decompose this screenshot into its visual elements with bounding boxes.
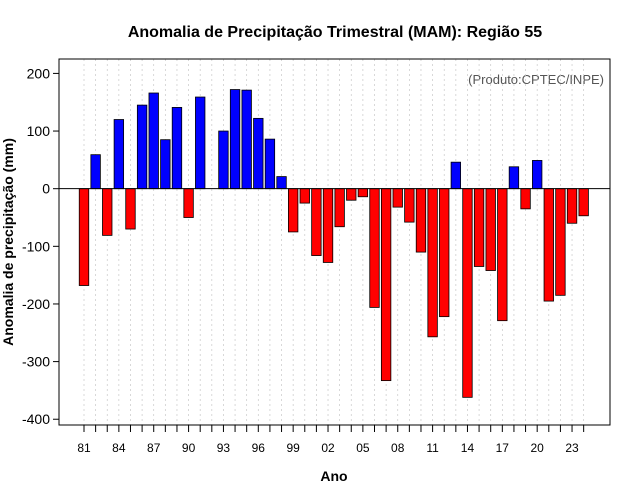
x-tick-label: 11 [426,441,439,455]
bar-1984 [113,119,125,190]
bar-2019 [520,188,531,210]
bar-2018 [508,166,520,190]
x-tick-label: 84 [112,441,126,455]
x-tick-label: 93 [217,441,231,455]
y-tick-label: 100 [27,123,51,139]
bar-2005 [357,188,369,198]
bar-2002 [322,188,334,263]
bar-2020 [532,160,543,190]
bar-2021 [543,188,554,302]
x-tick-label: 81 [77,441,91,455]
bar-2016 [485,188,496,271]
bar-1981 [78,188,90,286]
y-tick-label: -300 [22,354,50,370]
bar-2024 [578,188,589,217]
bar-layer [78,89,589,398]
bar-1990 [183,188,194,218]
bar-1989 [171,107,183,190]
x-tick-label: 14 [461,441,475,455]
y-axis: 200 100 0 -100 -200 -300 -400 [22,65,59,427]
y-tick-label: -100 [22,238,50,254]
bar-1987 [148,92,159,190]
bar-2013 [450,161,461,190]
bar-1994 [229,89,241,190]
bar-2010 [415,188,427,253]
bar-2014 [462,188,473,398]
bar-1985 [125,188,136,230]
bar-1999 [288,188,299,233]
x-tick-label: 99 [286,441,300,455]
bar-1995 [241,89,252,190]
bar-1982 [90,154,101,190]
x-tick-label: 02 [321,441,335,455]
bar-2015 [473,188,485,267]
x-tick-label: 08 [391,441,405,455]
y-tick-label: 0 [42,181,50,197]
bar-2001 [311,188,322,256]
x-tick-label: 87 [147,441,161,455]
bar-2006 [369,188,380,308]
x-tick-label: 96 [252,441,266,455]
bar-1996 [253,117,264,190]
bar-2003 [334,188,345,228]
bar-1993 [218,130,229,190]
y-axis-title: Anomalia de precipitação (mm) [0,138,16,346]
x-axis: 81 84 87 90 93 96 99 02 05 08 11 14 17 20 23 [77,425,585,455]
bar-1986 [136,104,148,190]
x-tick-label: 23 [565,441,579,455]
bar-1998 [276,176,287,190]
bar-2012 [439,188,450,318]
x-axis-title: Ano [320,468,347,484]
bar-2000 [299,188,310,204]
bar-2023 [566,188,578,224]
chart-title: Anomalia de Precipitação Trimestral (MAM… [128,24,542,41]
bar-2011 [427,188,438,338]
grid-layer [83,59,585,425]
bar-2017 [497,188,508,322]
bar-2004 [346,188,357,201]
bar-1991 [195,96,206,190]
bar-1997 [264,138,276,190]
bar-2022 [555,188,566,296]
x-tick-label: 05 [356,441,370,455]
bar-1988 [160,139,171,190]
y-tick-label: -400 [22,411,50,427]
bar-1983 [102,188,113,236]
y-tick-label: -200 [22,296,50,312]
x-tick-label: 90 [182,441,196,455]
x-tick-label: 20 [531,441,545,455]
y-tick-label: 200 [27,65,51,81]
bar-2007 [380,188,392,382]
bar-2009 [404,188,415,223]
bar-2008 [392,188,403,208]
x-tick-label: 17 [496,441,510,455]
plot-frame [58,58,611,426]
